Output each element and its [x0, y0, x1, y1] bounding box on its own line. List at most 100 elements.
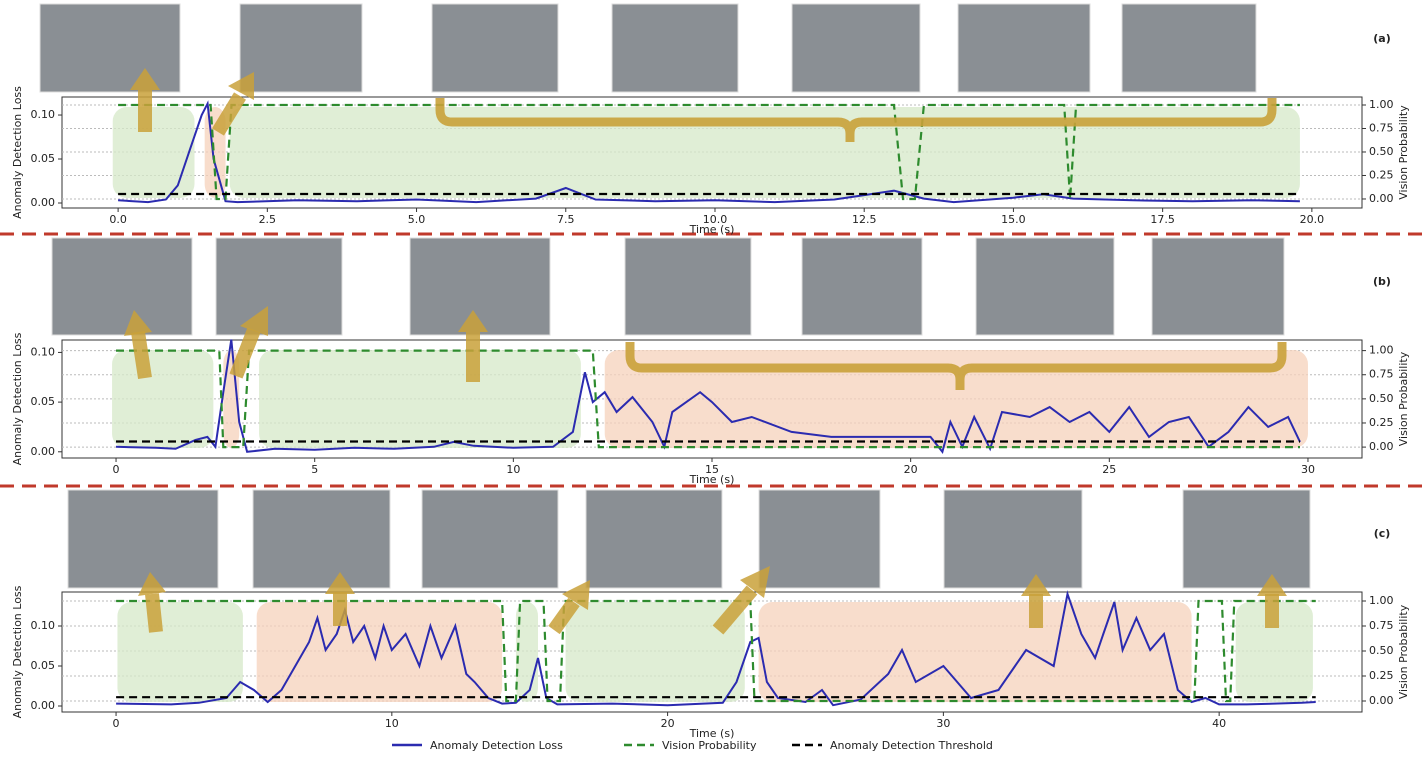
x-tick-label: 5.0 — [408, 213, 426, 226]
x-axis-label: Time (s) — [689, 223, 735, 236]
arrow-head — [325, 572, 355, 594]
shaded-region — [259, 350, 581, 448]
y2-tick-label: 0.50 — [1369, 392, 1394, 405]
x-tick-label: 25 — [1102, 463, 1116, 476]
legend-label: Anomaly Detection Threshold — [830, 739, 993, 752]
photo — [39, 3, 181, 93]
arrow — [131, 330, 152, 380]
y2-tick-label: 0.50 — [1369, 644, 1394, 657]
panel-label: (a) — [1373, 32, 1390, 45]
y2-tick-label: 0.75 — [1369, 121, 1394, 134]
y-tick-label: 0.05 — [31, 152, 56, 165]
x-tick-label: 5 — [311, 463, 318, 476]
y2-tick-label: 1.00 — [1369, 594, 1394, 607]
shaded-region — [117, 602, 243, 702]
x-tick-label: 10 — [506, 463, 520, 476]
y2-tick-label: 0.00 — [1369, 192, 1394, 205]
x-tick-label: 12.5 — [852, 213, 877, 226]
series-line — [116, 590, 1316, 707]
photo — [1151, 237, 1285, 336]
y2-tick-label: 0.25 — [1369, 416, 1394, 429]
photo — [51, 237, 193, 336]
x-tick-label: 0 — [113, 717, 120, 730]
plots: 0.00 0.25 0.50 0.75 1.00 0.00 0.05 0.10 0.0 2.5 5.… — [11, 32, 1410, 740]
shaded-region — [758, 602, 1192, 702]
y2-tick-label: 1.00 — [1369, 98, 1394, 111]
shaded-region — [112, 107, 195, 198]
y-tick-label: 0.10 — [31, 108, 56, 121]
photo — [957, 3, 1091, 93]
x-tick-label: 20 — [904, 463, 918, 476]
y-tick-label: 0.00 — [31, 699, 56, 712]
series-line — [118, 103, 1300, 201]
x-tick-label: 30 — [1301, 463, 1315, 476]
arrow-head — [124, 310, 152, 336]
y2-tick-label: 0.25 — [1369, 669, 1394, 682]
photo — [1182, 489, 1311, 589]
y-tick-label: 0.10 — [31, 345, 56, 358]
y2-tick-label: 0.00 — [1369, 440, 1394, 453]
x-axis-label: Time (s) — [689, 473, 735, 486]
series-line — [116, 599, 1316, 703]
x-tick-label: 0 — [113, 463, 120, 476]
bracket — [435, 98, 1277, 142]
legend-label: Anomaly Detection Loss — [430, 739, 563, 752]
annotations — [124, 68, 1287, 635]
x-tick-label: 15 — [705, 463, 719, 476]
arrow-head — [130, 68, 160, 90]
photo — [624, 237, 752, 336]
arrow — [229, 327, 261, 379]
arrow-head — [562, 580, 590, 610]
separators — [0, 232, 1423, 488]
photo — [67, 489, 219, 589]
panel-label: (b) — [1373, 275, 1391, 288]
shaded-region — [112, 350, 214, 448]
bracket — [625, 342, 1287, 390]
photos — [39, 3, 1311, 589]
y2-axis-label: Vision Probability — [1397, 351, 1410, 446]
series-line — [115, 339, 1301, 454]
shaded-region — [256, 602, 503, 702]
arrow-head — [1257, 574, 1287, 596]
y-tick-label: 0.00 — [31, 445, 56, 458]
x-tick-label: 30 — [936, 717, 950, 730]
photo — [585, 489, 723, 589]
y2-axis-label: Vision Probability — [1397, 604, 1410, 699]
y-tick-label: 0.05 — [31, 395, 56, 408]
shaded-region — [565, 602, 745, 702]
y-axis-label: Anomaly Detection Loss — [11, 86, 24, 219]
photo — [239, 3, 363, 93]
x-tick-label: 15.0 — [1001, 213, 1026, 226]
y-axis-label: Anomaly Detection Loss — [11, 585, 24, 718]
photo — [758, 489, 881, 589]
x-tick-label: 7.5 — [557, 213, 575, 226]
x-tick-label: 20 — [661, 717, 675, 730]
series-line — [116, 349, 1300, 449]
y2-tick-label: 0.75 — [1369, 368, 1394, 381]
arrow-head — [240, 306, 268, 336]
x-tick-label: 2.5 — [259, 213, 277, 226]
y-tick-label: 0.00 — [31, 196, 56, 209]
x-tick-label: 20.0 — [1300, 213, 1325, 226]
subplot: 0.00 0.25 0.50 0.75 1.00 0.00 0.05 0.10 0 5 10 15 20… — [11, 275, 1410, 486]
arrow-head — [228, 72, 254, 100]
arrow-head — [458, 310, 488, 332]
shaded-region — [1235, 602, 1313, 702]
subplot: 0.00 0.25 0.50 0.75 1.00 0.00 0.05 0.10 0.0 2.5 5.… — [11, 32, 1410, 236]
y2-tick-label: 0.50 — [1369, 145, 1394, 158]
arrow-head — [138, 572, 166, 596]
x-tick-label: 17.5 — [1150, 213, 1175, 226]
y-tick-label: 0.10 — [31, 619, 56, 632]
shaded-region — [604, 350, 1308, 448]
legend-label: Vision Probability — [662, 739, 757, 752]
arrow — [712, 585, 758, 635]
legend: Anomaly Detection Loss Vision Probability… — [392, 739, 993, 752]
y-tick-label: 0.05 — [31, 659, 56, 672]
photo — [421, 489, 559, 589]
shaded-region — [229, 107, 1300, 198]
x-tick-label: 40 — [1212, 717, 1226, 730]
arrow — [212, 92, 246, 136]
photo — [215, 237, 343, 336]
arrow-head — [1021, 574, 1051, 596]
